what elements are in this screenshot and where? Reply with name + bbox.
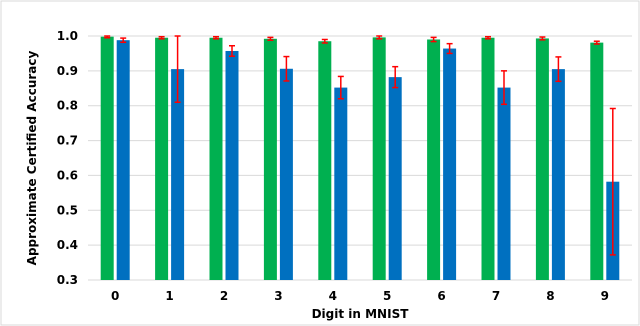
x-tick-label: 3 xyxy=(274,289,282,303)
bar-blue-1 xyxy=(171,69,185,280)
bars xyxy=(100,36,620,281)
x-tick-label: 9 xyxy=(601,289,609,303)
y-axis-title: Approximate Certified Accuracy xyxy=(25,51,39,266)
bar-blue-2 xyxy=(225,50,239,280)
x-tick-label: 6 xyxy=(437,289,445,303)
y-tick-label: 0.7 xyxy=(57,134,78,148)
bar-blue-3 xyxy=(279,68,293,280)
bar-blue-4 xyxy=(334,87,348,281)
bar-blue-5 xyxy=(388,77,402,280)
bar-green-6 xyxy=(427,39,441,280)
bar-green-1 xyxy=(155,37,169,280)
y-tick-labels: 0.3 0.4 0.5 0.6 0.7 0.8 0.9 1.0 xyxy=(57,29,78,287)
bar-green-0 xyxy=(100,36,114,280)
x-tick-label: 0 xyxy=(111,289,119,303)
error-bars xyxy=(104,35,616,256)
x-tick-label: 7 xyxy=(492,289,500,303)
bar-green-2 xyxy=(209,37,223,280)
x-tick-label: 5 xyxy=(383,289,391,303)
bar-green-7 xyxy=(481,37,495,280)
bar-green-4 xyxy=(318,41,332,280)
y-tick-label: 1.0 xyxy=(57,29,78,43)
x-tick-label: 2 xyxy=(220,289,228,303)
y-tick-label: 0.9 xyxy=(57,64,78,78)
x-tick-label: 1 xyxy=(165,289,173,303)
x-tick-label: 4 xyxy=(329,289,337,303)
y-tick-label: 0.4 xyxy=(57,238,78,252)
bar-blue-8 xyxy=(551,69,565,280)
bar-blue-0 xyxy=(116,40,130,280)
x-axis-title: Digit in MNIST xyxy=(312,307,410,321)
y-tick-label: 0.3 xyxy=(57,273,78,287)
bar-green-9 xyxy=(590,42,604,280)
y-tick-label: 0.6 xyxy=(57,168,78,182)
bar-green-3 xyxy=(263,38,277,280)
bar-green-5 xyxy=(372,37,386,280)
x-tick-label: 8 xyxy=(546,289,554,303)
x-tick-labels: 0 1 2 3 4 5 6 7 8 9 xyxy=(111,289,609,303)
bar-green-8 xyxy=(535,38,549,280)
bar-blue-6 xyxy=(443,48,457,281)
bar-blue-7 xyxy=(497,87,511,281)
y-tick-label: 0.5 xyxy=(57,203,78,217)
y-tick-label: 0.8 xyxy=(57,99,78,113)
